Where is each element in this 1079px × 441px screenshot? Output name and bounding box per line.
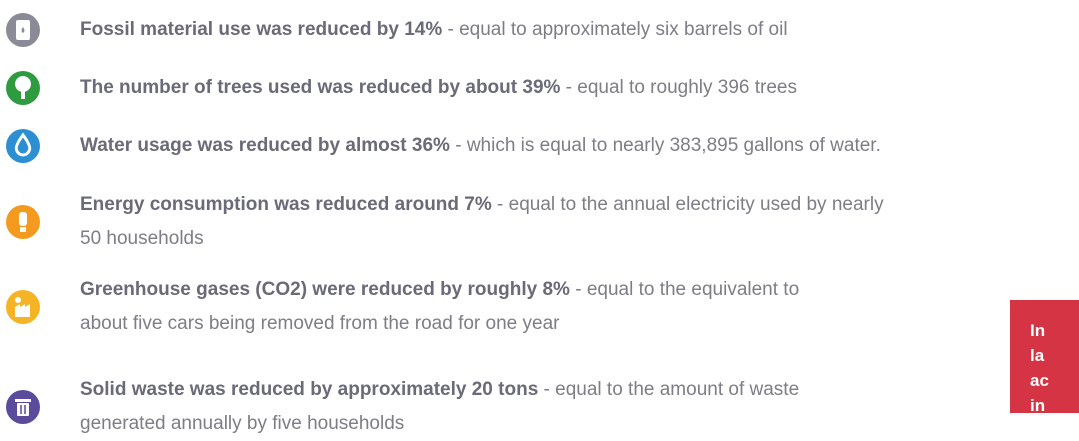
item-highlight: Solid waste was reduced by approximately… bbox=[80, 379, 539, 400]
impact-item: Fossil material use was reduced by 14% -… bbox=[80, 13, 788, 47]
item-highlight: The number of trees used was reduced by … bbox=[80, 77, 561, 98]
item-continuation: generated annually by five households bbox=[80, 413, 405, 434]
callout-line: in bbox=[1030, 396, 1046, 415]
item-line: The number of trees used was reduced by … bbox=[80, 71, 797, 105]
item-detail: - equal to the amount of waste bbox=[538, 379, 800, 400]
water-icon bbox=[6, 129, 40, 163]
item-detail: - equal to approximately six barrels of … bbox=[442, 19, 788, 40]
callout-box: In la ac in bbox=[1010, 300, 1079, 415]
impact-item: Water usage was reduced by almost 36% - … bbox=[80, 129, 881, 163]
item-highlight: Water usage was reduced by almost 36% bbox=[80, 135, 450, 156]
item-line: Greenhouse gases (CO2) were reduced by r… bbox=[80, 273, 799, 307]
item-line: Water usage was reduced by almost 36% - … bbox=[80, 129, 881, 163]
callout-line: la bbox=[1030, 346, 1045, 365]
callout-line: ac bbox=[1030, 371, 1049, 390]
item-continuation: about five cars being removed from the r… bbox=[80, 313, 560, 334]
item-line: Energy consumption was reduced around 7%… bbox=[80, 188, 884, 222]
tree-icon bbox=[6, 71, 40, 105]
impact-item: Energy consumption was reduced around 7%… bbox=[80, 188, 884, 256]
item-highlight: Greenhouse gases (CO2) were reduced by r… bbox=[80, 279, 570, 300]
item-line: Solid waste was reduced by approximately… bbox=[80, 373, 799, 407]
impact-item: Solid waste was reduced by approximately… bbox=[80, 373, 799, 441]
item-detail: - equal to the annual electricity used b… bbox=[491, 194, 884, 215]
item-highlight: Energy consumption was reduced around 7% bbox=[80, 194, 492, 215]
energy-icon bbox=[6, 205, 40, 239]
item-detail: - equal to roughly 396 trees bbox=[560, 77, 797, 98]
page: Fossil material use was reduced by 14% -… bbox=[6, 13, 1079, 434]
trash-icon bbox=[6, 390, 40, 424]
barrel-icon bbox=[6, 13, 40, 47]
item-continuation: 50 households bbox=[80, 228, 204, 249]
item-highlight: Fossil material use was reduced by 14% bbox=[80, 19, 443, 40]
callout-line: In bbox=[1030, 321, 1046, 340]
item-line: Fossil material use was reduced by 14% -… bbox=[80, 13, 788, 47]
impact-item: The number of trees used was reduced by … bbox=[80, 71, 797, 105]
factory-icon bbox=[6, 290, 40, 324]
item-detail: - equal to the equivalent to bbox=[569, 279, 800, 300]
item-detail: - which is equal to nearly 383,895 gallo… bbox=[449, 135, 881, 156]
impact-item: Greenhouse gases (CO2) were reduced by r… bbox=[80, 273, 799, 341]
